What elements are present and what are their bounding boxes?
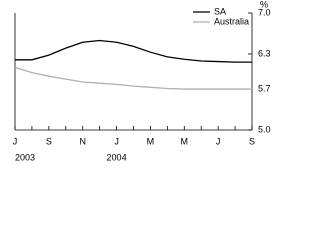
chart: % 5.0 5.7 6.3 7.0 J 2003 S N J 2004 M M J S SAAustrali…	[13, 0, 271, 162]
series-line	[14, 66, 252, 90]
x-tick-label: J	[216, 136, 221, 146]
page: % 5.0 5.7 6.3 7.0 J 2003 S N J 2004 M M J S SA Australi…	[12, 0, 271, 163]
y-unit-label: %	[260, 0, 268, 9]
legend-label: SA	[214, 6, 226, 16]
y-tick-label: 7.0	[258, 7, 271, 17]
y-tick-label: 5.7	[258, 83, 271, 93]
x-tick-label: S	[46, 136, 52, 146]
x-tick-label: M	[147, 136, 155, 146]
year-label: 2004	[107, 152, 127, 162]
x-tick-label: S	[249, 136, 255, 146]
x-tick-label: M	[181, 136, 189, 146]
x-tick-label: N	[79, 136, 86, 146]
x-tick-label: J	[114, 136, 119, 146]
legend-label: Australia	[214, 16, 249, 26]
year-label: 2003	[15, 152, 35, 162]
series-line	[15, 39, 252, 63]
y-tick-label: 6.3	[258, 48, 271, 58]
y-tick-label: 5.0	[258, 124, 271, 134]
x-tick-label: J	[13, 136, 18, 146]
